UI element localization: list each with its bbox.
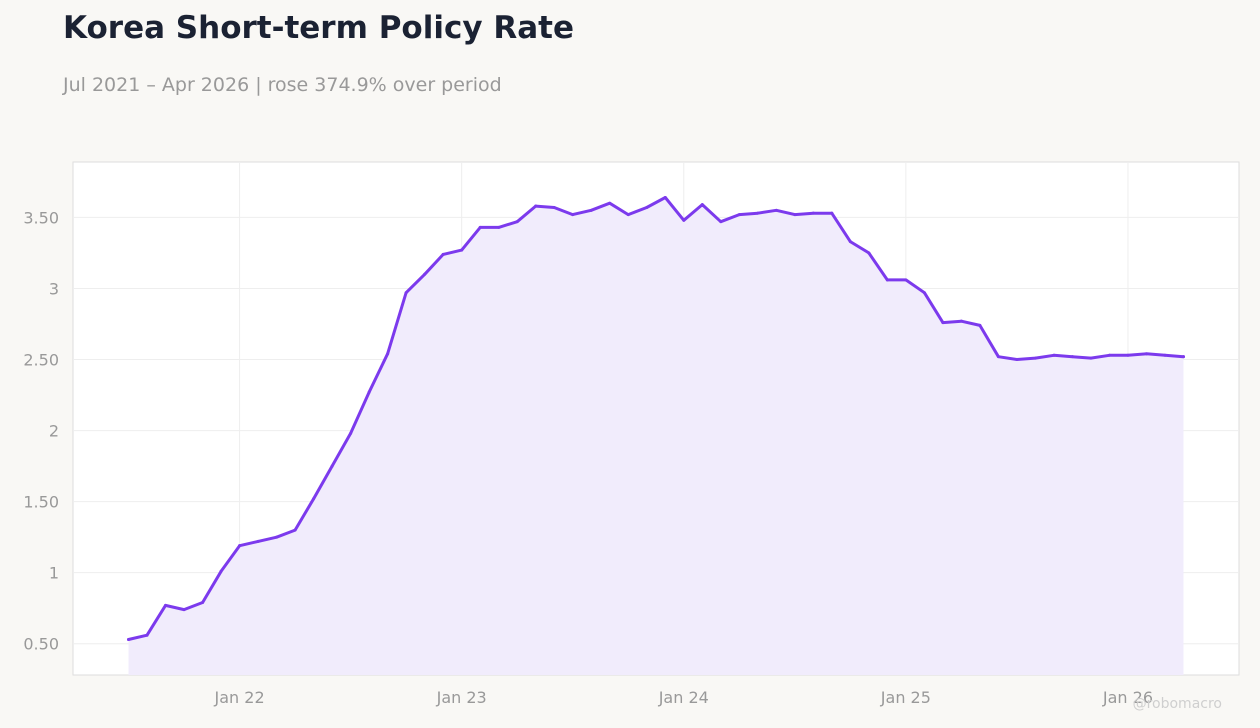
series-area <box>128 197 1184 675</box>
x-tick-label: Jan 23 <box>436 688 487 707</box>
y-tick-label: 3.50 <box>23 208 59 227</box>
data-points <box>127 196 1185 641</box>
chart-subtitle: Jul 2021 – Apr 2026 | rose 374.9% over p… <box>63 74 502 96</box>
data-point <box>1144 352 1148 356</box>
data-point <box>793 213 797 217</box>
data-point <box>978 323 982 327</box>
data-point <box>478 225 482 229</box>
data-point <box>515 220 519 224</box>
data-point <box>201 601 205 605</box>
data-point <box>663 196 667 200</box>
data-point <box>330 464 334 468</box>
y-axis-ticks: 0.50 1 1.50 2 2.50 3 3.50 <box>23 208 59 653</box>
data-point <box>848 240 852 244</box>
data-point <box>830 211 834 215</box>
data-point <box>1052 353 1056 357</box>
data-point <box>534 204 538 208</box>
data-point <box>552 205 556 209</box>
data-point <box>922 291 926 295</box>
data-point <box>497 225 501 229</box>
data-point <box>645 205 649 209</box>
data-point <box>145 633 149 637</box>
data-point <box>293 528 297 532</box>
data-point <box>1163 353 1167 357</box>
data-point <box>941 321 945 325</box>
data-point <box>441 252 445 256</box>
y-tick-label: 2 <box>49 422 59 441</box>
data-point <box>256 539 260 543</box>
y-tick-label: 0.50 <box>23 635 59 654</box>
data-point <box>682 218 686 222</box>
data-point <box>1089 356 1093 360</box>
x-tick-label: Jan 25 <box>880 688 931 707</box>
data-point <box>367 390 371 394</box>
y-tick-label: 1 <box>49 564 59 583</box>
series-line <box>127 196 1185 641</box>
line-layer <box>127 196 1185 641</box>
x-tick-label: Jan 26 <box>1102 688 1153 707</box>
data-point <box>959 319 963 323</box>
x-tick-label: Jan 22 <box>214 688 265 707</box>
x-axis-ticks: Jan 22 Jan 23 Jan 24 Jan 25 Jan 26 <box>214 688 1153 707</box>
data-point <box>460 248 464 252</box>
data-point <box>349 431 353 435</box>
data-point <box>423 272 427 276</box>
y-tick-label: 2.50 <box>23 351 59 370</box>
y-tick-label: 3 <box>49 279 59 298</box>
data-point <box>811 211 815 215</box>
data-point <box>719 220 723 224</box>
data-point <box>1015 358 1019 362</box>
data-point <box>904 278 908 282</box>
data-point <box>127 637 131 641</box>
chart-title: Korea Short-term Policy Rate <box>63 10 574 46</box>
data-point <box>164 603 168 607</box>
data-point <box>1107 353 1111 357</box>
y-tick-label: 1.50 <box>23 493 59 512</box>
data-point <box>774 208 778 212</box>
data-point <box>404 291 408 295</box>
data-point <box>700 203 704 207</box>
data-point <box>1070 355 1074 359</box>
area-layer <box>128 197 1184 675</box>
data-point <box>275 535 279 539</box>
data-point <box>1181 355 1185 359</box>
watermark: @robomacro <box>1132 696 1222 712</box>
data-point <box>885 278 889 282</box>
data-point <box>867 251 871 255</box>
data-point <box>1033 356 1037 360</box>
data-point <box>219 569 223 573</box>
data-point <box>589 208 593 212</box>
data-point <box>1126 353 1130 357</box>
data-point <box>386 352 390 356</box>
data-point <box>312 497 316 501</box>
data-point <box>182 608 186 612</box>
data-point <box>996 355 1000 359</box>
data-point <box>626 213 630 217</box>
x-tick-label: Jan 24 <box>658 688 709 707</box>
data-point <box>608 201 612 205</box>
data-point <box>756 211 760 215</box>
data-point <box>238 544 242 548</box>
data-point <box>571 213 575 217</box>
data-point <box>737 213 741 217</box>
